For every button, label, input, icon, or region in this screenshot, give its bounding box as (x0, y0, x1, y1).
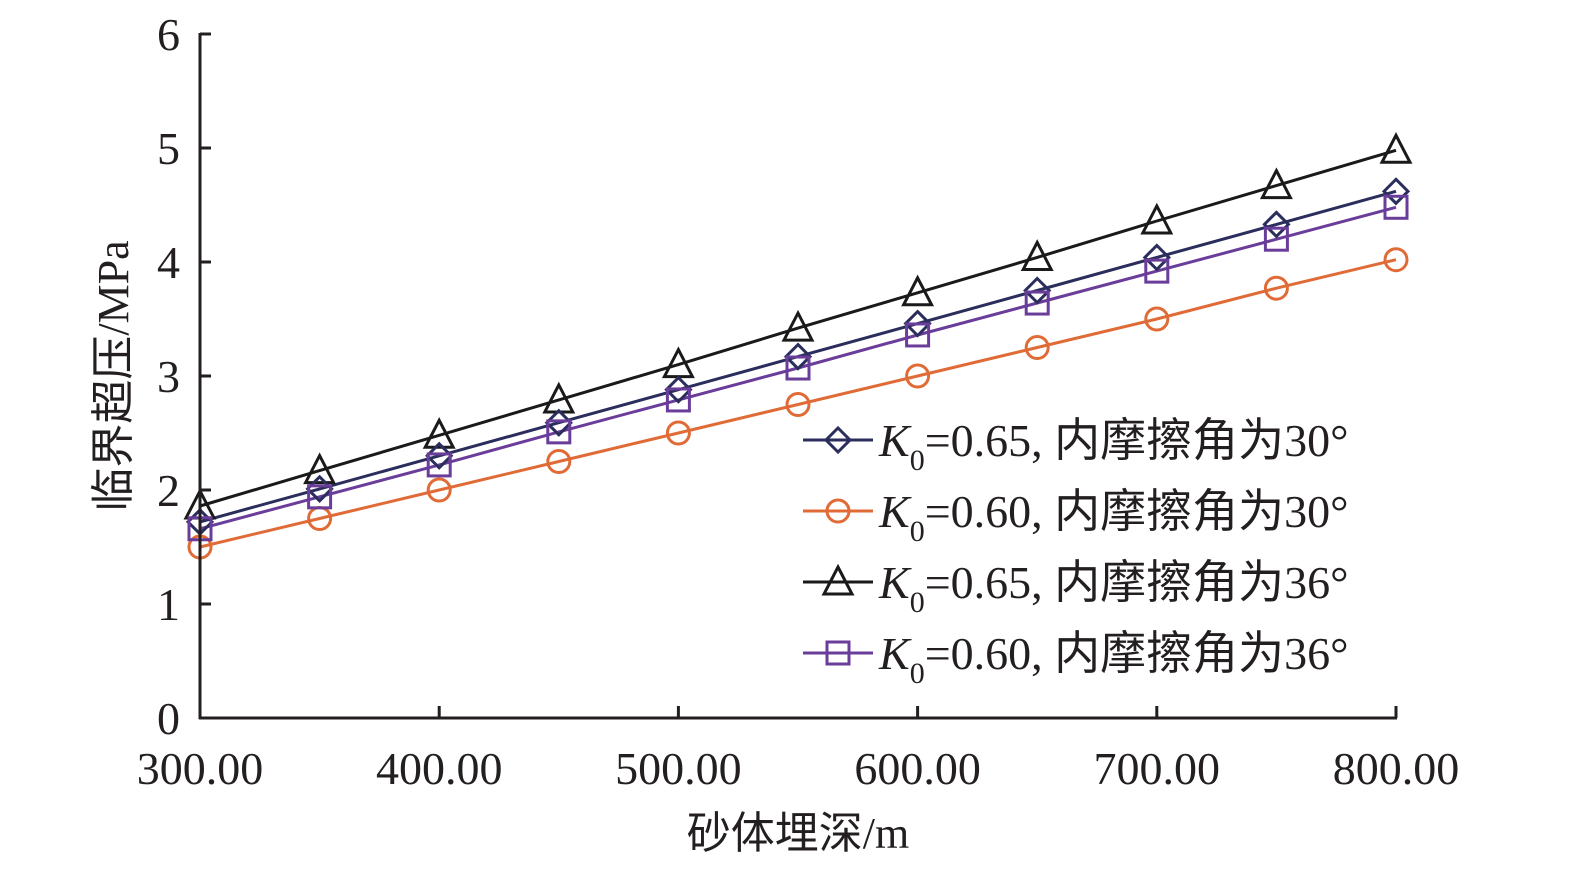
legend-item: K0=0.60, 内摩擦角为36° (803, 628, 1349, 690)
legend-marker-diamond (823, 425, 853, 455)
legend-label: K0=0.65, 内摩擦角为30° (878, 415, 1349, 477)
data-point-triangle (1020, 239, 1054, 271)
legend-marker-square (825, 640, 851, 666)
data-point-circle (546, 449, 572, 474)
data-point-circle (1383, 247, 1409, 273)
x-tick-label: 700.00 (1094, 743, 1221, 794)
data-point-square (307, 484, 333, 510)
data-point-square (1144, 258, 1170, 284)
data-point-circle (1144, 306, 1170, 332)
y-tick-label: 5 (157, 123, 180, 174)
data-point-triangle (303, 452, 337, 485)
x-tick-label: 500.00 (615, 743, 742, 794)
data-point-diamond (664, 375, 693, 404)
y-tick-label: 1 (157, 579, 180, 630)
data-point-circle (905, 363, 931, 389)
y-ticks: 0 1 2 3 4 5 6 (157, 9, 211, 744)
data-point-square (1383, 194, 1409, 220)
x-tick-label: 600.00 (854, 743, 981, 794)
data-point-circle (1263, 275, 1289, 301)
legend-item: K0=0.65, 内摩擦角为36° (803, 557, 1349, 619)
data-point-triangle (781, 309, 815, 342)
x-ticks: 300.00 400.00 500.00 600.00 700.00 800.00 (137, 706, 1460, 794)
data-point-square (905, 322, 931, 348)
x-axis-title: 砂体埋深/m (687, 809, 909, 858)
data-point-triangle (1379, 132, 1413, 164)
y-tick-label: 2 (157, 465, 180, 516)
series-line-circle (199, 258, 1397, 549)
data-point-diamond (783, 342, 813, 371)
legend-label: K0=0.60, 内摩擦角为36° (878, 628, 1349, 690)
data-point-square (546, 419, 572, 445)
data-point-square (426, 452, 452, 478)
y-tick-label: 3 (157, 351, 180, 402)
data-point-diamond (544, 408, 573, 437)
legend-item: K0=0.60, 内摩擦角为30° (803, 486, 1349, 548)
data-point-square (665, 387, 691, 413)
data-point-circle (426, 477, 452, 503)
data-point-circle (1024, 335, 1050, 360)
data-point-diamond (1381, 177, 1411, 206)
x-tick-label: 800.00 (1333, 743, 1460, 794)
data-point-diamond (903, 309, 932, 338)
series-line-triangle (199, 148, 1397, 508)
legend-label: K0=0.60, 内摩擦角为30° (878, 486, 1349, 548)
data-point-square (785, 355, 811, 381)
y-tick-label: 6 (157, 9, 180, 60)
legend-marker-circle (825, 498, 851, 524)
data-point-triangle (1259, 167, 1293, 200)
y-tick-label: 4 (157, 237, 180, 288)
y-axis-title: 临界超压/MPa (89, 240, 138, 511)
data-point-circle (665, 420, 691, 446)
x-tick-label: 300.00 (137, 743, 264, 794)
legend-marker-triangle (821, 563, 855, 596)
legend: K0=0.65, 内摩擦角为30° K0=0.60, 内摩擦角为30° K0=0.6… (803, 415, 1349, 690)
data-point-triangle (1140, 202, 1174, 235)
data-point-diamond (425, 441, 454, 470)
data-point-square (1024, 290, 1050, 316)
data-point-triangle (422, 417, 456, 449)
data-point-circle (785, 392, 811, 417)
data-point-diamond (1262, 210, 1291, 239)
data-point-square (1263, 226, 1289, 252)
legend-item: K0=0.65, 内摩擦角为30° (803, 415, 1349, 477)
legend-label: K0=0.65, 内摩擦角为36° (878, 557, 1349, 619)
data-point-diamond (1023, 276, 1052, 305)
y-tick-label: 0 (157, 693, 180, 744)
x-tick-label: 400.00 (376, 743, 503, 794)
data-point-diamond (1142, 243, 1171, 272)
data-point-triangle (901, 274, 935, 307)
